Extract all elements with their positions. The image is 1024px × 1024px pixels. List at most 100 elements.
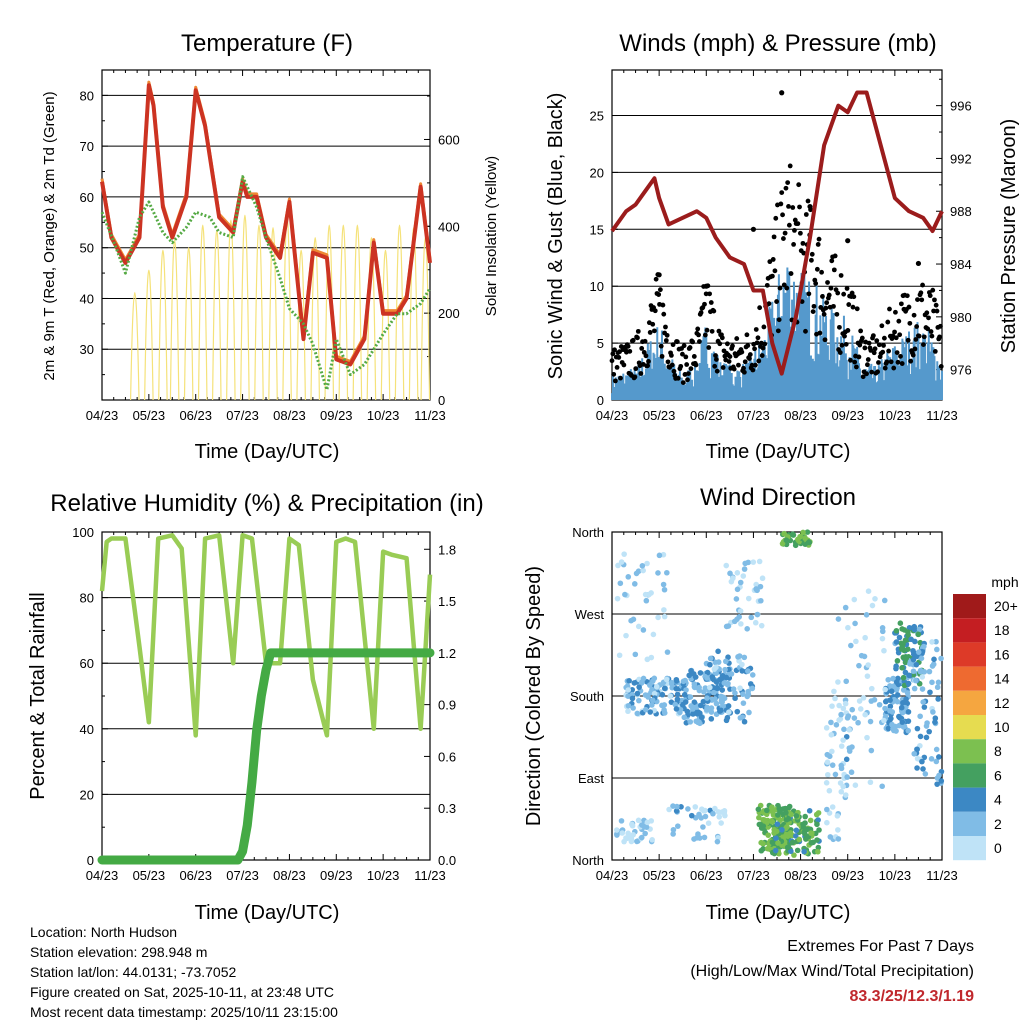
direction-point [719,809,725,815]
direction-point [704,675,710,681]
direction-point [888,688,895,695]
direction-point [827,834,834,840]
direction-point [893,639,900,645]
speed-legend-swatch [953,642,986,667]
gust-point [621,362,627,368]
direction-point [646,682,653,688]
gust-point [646,359,651,364]
direction-point [712,805,718,812]
direction-point [911,623,918,630]
y-tick-label: 50 [80,241,94,256]
x-tick-label: 10/23 [879,408,912,423]
direction-point [686,672,692,679]
direction-point [823,780,830,786]
direction-point [852,620,858,627]
y-tick-label: 0 [597,393,604,408]
direction-point [802,813,808,820]
direction-point [734,570,741,576]
direction-point [688,667,694,674]
direction-point [719,687,726,693]
x-tick-label: 11/23 [926,868,958,883]
direction-point [734,616,740,623]
speed-legend-label: 14 [994,671,1010,687]
gust-point [887,306,892,312]
x-tick-label: 04/23 [86,868,119,883]
temperature-panel: 04/23 05/23 06/23 07/23 08/23 09/23 10/23 11/23… [80,69,460,423]
gust-point [819,269,824,275]
direction-point [704,669,711,676]
direction-point [639,563,646,569]
direction-point [721,680,728,686]
gust-point [695,326,701,332]
direction-point [831,688,837,695]
gust-point [780,212,785,218]
x-tick-label: 07/23 [226,408,259,423]
gust-point [797,230,803,236]
direction-point [723,674,730,681]
direction-point [781,530,788,537]
y-right-tick-label: 1.2 [438,646,456,661]
gust-point [681,343,687,349]
gust-point [612,347,617,353]
direction-point [834,813,841,819]
direction-point [764,807,770,814]
gust-point [739,349,745,355]
direction-point [842,700,849,707]
direction-point [663,676,670,683]
gust-point [857,342,863,348]
direction-point [742,560,748,567]
direction-point [769,804,775,810]
direction-point [687,694,694,700]
gust-point [757,305,763,311]
gust-point [844,286,850,291]
speed-legend-swatch [953,811,986,836]
direction-ylabel: Direction (Colored By Speed) [523,566,545,826]
direction-point [806,807,813,814]
direction-point [907,661,913,667]
direction-point [667,693,674,699]
gust-point [837,350,843,355]
direction-point [673,706,680,712]
direction-point [746,709,752,716]
gust-point [630,337,636,343]
extremes-subtitle: (High/Low/Max Wind/Total Precipitation) [690,963,974,980]
gust-point [698,310,704,316]
direction-point [872,596,878,602]
gust-point [885,319,891,325]
x-tick-label: 09/23 [320,408,353,423]
gust-point [745,343,751,348]
direction-point [828,732,835,738]
direction-point [864,734,870,741]
gust-point [713,357,719,362]
gust-point [876,360,881,365]
gust-point [884,359,890,365]
direction-point [629,821,635,828]
y-tick-label: 80 [80,88,94,103]
direction-point [913,677,919,684]
gust-point [926,315,931,321]
direction-point [926,728,932,735]
direction-point [629,695,636,702]
gust-point [792,228,797,233]
direction-point [881,717,887,724]
direction-point [748,614,755,621]
direction-point [708,705,715,711]
gust-point [712,363,718,369]
direction-point [757,583,764,590]
direction-point [614,595,621,602]
direction-point [842,604,849,611]
gust-point [894,350,900,356]
winds-panel: 04/23 05/23 06/23 07/23 08/23 09/23 10/23 11/23… [590,69,972,423]
direction-point [790,531,796,538]
direction-point [756,814,762,821]
y-tick-label: 30 [80,342,94,357]
gust-point [852,359,858,365]
direction-point [934,684,941,691]
direction-point [808,830,814,836]
speed-legend-label: 6 [994,767,1002,783]
direction-point [788,811,794,818]
direction-point [860,695,867,701]
gust-point [916,333,922,339]
direction-point [623,632,629,639]
direction-point [836,717,842,723]
